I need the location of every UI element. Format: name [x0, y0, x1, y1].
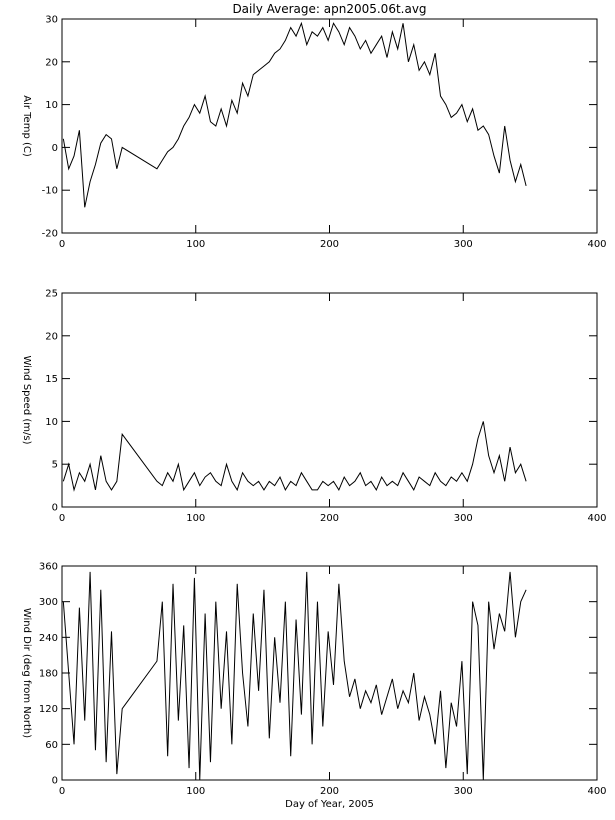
y-tick-label: 60: [45, 740, 58, 751]
x-tick-label: 0: [59, 513, 65, 524]
x-tick-label: 300: [454, 786, 473, 797]
y-tick-label: 10: [45, 100, 58, 111]
y-tick-label: 120: [39, 704, 58, 715]
y-axis-label: Wind Dir (deg from North): [21, 608, 32, 738]
y-tick-label: -20: [42, 229, 58, 240]
y-tick-label: 0: [52, 503, 58, 514]
y-axis-label: Air Temp (C): [21, 95, 32, 157]
x-tick-label: 0: [59, 786, 65, 797]
x-tick-label: 100: [186, 786, 205, 797]
data-line: [62, 421, 527, 492]
y-tick-label: 0: [52, 776, 58, 787]
y-tick-label: 25: [45, 289, 58, 300]
y-tick-label: 20: [45, 331, 58, 342]
data-line: [62, 21, 527, 208]
y-tick-label: 10: [45, 417, 58, 428]
data-line: [62, 571, 527, 781]
y-tick-label: 30: [45, 15, 58, 26]
x-tick-label: 200: [320, 786, 339, 797]
x-tick-label: 400: [587, 786, 606, 797]
x-tick-label: 300: [454, 513, 473, 524]
y-tick-label: 180: [39, 669, 58, 680]
y-tick-label: 20: [45, 57, 58, 68]
y-tick-label: 0: [52, 143, 58, 154]
x-tick-label: 200: [320, 513, 339, 524]
x-tick-label: 400: [587, 239, 606, 250]
y-tick-label: 15: [45, 374, 58, 385]
y-tick-label: 360: [39, 562, 58, 573]
x-tick-label: 100: [186, 239, 205, 250]
y-tick-label: 300: [39, 597, 58, 608]
y-axis-label: Wind Speed (m/s): [21, 356, 32, 445]
x-tick-label: 100: [186, 513, 205, 524]
y-tick-label: 5: [52, 460, 58, 471]
x-tick-label: 300: [454, 239, 473, 250]
x-axis-label: Day of Year, 2005: [285, 799, 374, 810]
x-tick-label: 400: [587, 513, 606, 524]
y-tick-label: -10: [42, 186, 58, 197]
y-tick-label: 240: [39, 633, 58, 644]
chart-title: Daily Average: apn2005.06t.avg: [232, 2, 426, 16]
x-tick-label: 0: [59, 239, 65, 250]
x-tick-label: 200: [320, 239, 339, 250]
